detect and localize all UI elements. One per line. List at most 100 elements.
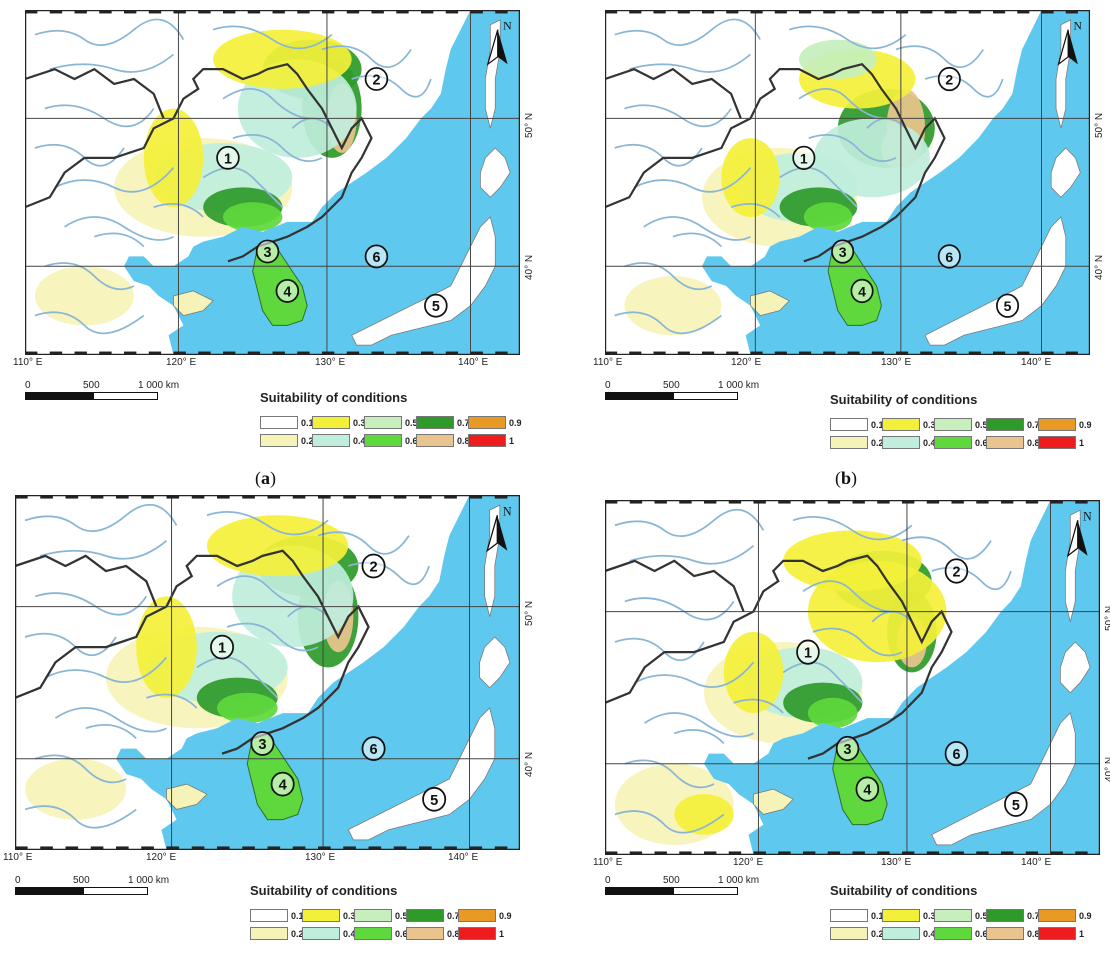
scale-label-mid: 500 — [663, 380, 680, 391]
legend-item: 0.8 — [416, 434, 470, 447]
river-line — [317, 531, 410, 555]
legend-item: 0.6 — [934, 436, 988, 449]
frame-tick — [40, 846, 53, 850]
legend-swatch — [406, 909, 444, 922]
suitability-zone — [803, 202, 853, 232]
legend-swatch-label: 0.7 — [1027, 419, 1040, 430]
frame-tick — [494, 495, 508, 499]
legend-item: 0.8 — [986, 927, 1040, 940]
frame-tick — [852, 500, 865, 504]
scale-label-mid: 500 — [663, 875, 680, 886]
frame-tick — [116, 846, 129, 850]
north-arrow-label: N — [1083, 509, 1092, 523]
legend-swatch — [934, 909, 972, 922]
river-line — [634, 661, 755, 688]
legend-item: 0.4 — [882, 927, 936, 940]
legend-swatch — [1038, 436, 1076, 449]
legend-item: 0.1 — [260, 416, 314, 429]
scale-segment-white — [673, 392, 738, 400]
longitude-label: 110° E — [3, 852, 33, 863]
legend-item: 0.7 — [986, 418, 1040, 431]
frame-tick — [920, 10, 933, 14]
frame-tick — [629, 10, 642, 14]
country-border — [605, 67, 742, 119]
frame-tick — [198, 351, 211, 355]
legend-swatch — [416, 434, 454, 447]
svg-text:6: 6 — [372, 250, 380, 266]
legend-swatch-label: 0.6 — [405, 435, 418, 446]
legend-swatch-label: 0.7 — [1027, 910, 1040, 921]
river-line — [633, 167, 752, 193]
legend-swatch — [302, 927, 340, 940]
suitability-zone — [143, 108, 204, 208]
legend-swatch-label: 0.5 — [395, 910, 408, 921]
frame-tick — [728, 851, 742, 855]
river-line — [802, 580, 893, 613]
river-line — [798, 87, 887, 120]
frame-tick — [15, 495, 28, 499]
legend-swatch-label: 0.6 — [975, 437, 988, 448]
frame-tick — [419, 846, 432, 850]
scale-label-zero: 0 — [15, 875, 21, 886]
region-marker-2: 2 — [364, 67, 389, 91]
legend-item: 1 — [1038, 927, 1084, 940]
river-line — [643, 216, 751, 241]
legend-swatch-label: 0.2 — [301, 435, 314, 446]
frame-tick — [823, 351, 836, 355]
legend-swatch — [830, 927, 868, 940]
frame-tick — [926, 500, 940, 504]
frame-tick — [247, 351, 261, 355]
frame-tick — [148, 351, 162, 355]
frame-tick — [871, 351, 884, 355]
frame-tick — [799, 351, 812, 355]
svg-text:4: 4 — [863, 783, 871, 799]
region-marker-3: 3 — [250, 731, 275, 756]
frame-tick — [976, 500, 989, 504]
map-panel-c: N 1 2 3 4 5 6 110° E 120° E 130° E 140° E 50° N 40° … — [3, 495, 535, 955]
legend-swatch — [312, 416, 350, 429]
frame-tick — [1025, 851, 1039, 855]
frame-tick — [1050, 851, 1063, 855]
river-line — [674, 729, 725, 745]
legend-swatch-label: 0.3 — [923, 419, 936, 430]
river-line — [146, 693, 198, 709]
frame-tick — [823, 10, 836, 14]
legend-swatch — [406, 927, 444, 940]
frame-tick — [173, 351, 186, 355]
longitude-label: 120° E — [731, 357, 762, 368]
svg-text:1: 1 — [218, 641, 226, 657]
latitude-label: 40° N — [1104, 757, 1110, 782]
scale-label-zero: 0 — [25, 380, 31, 391]
river-line — [629, 53, 752, 73]
scale-segment-black — [605, 887, 673, 895]
legend-swatch-label: 0.3 — [343, 910, 356, 921]
frame-tick — [750, 10, 763, 14]
longitude-label: 130° E — [881, 357, 912, 368]
map-canvas: N 1 2 3 4 5 6 — [25, 10, 520, 355]
river-line — [672, 232, 722, 248]
hokkaido-island — [479, 636, 511, 689]
hokkaido-island — [1060, 641, 1091, 694]
svg-text:3: 3 — [258, 737, 266, 753]
svg-text:1: 1 — [224, 151, 232, 167]
legend-item: 0.2 — [830, 436, 884, 449]
region-marker-4: 4 — [275, 279, 300, 303]
frame-tick — [393, 846, 407, 850]
scale-bar: 0 500 1 000 km — [15, 875, 169, 897]
suitability-zone — [721, 138, 780, 217]
map-panel-b: N 1 2 3 4 5 6 110° E 120° E 130° E 140° E 50° N 40° … — [593, 10, 1105, 490]
frame-tick — [968, 351, 981, 355]
legend-swatch-label: 1 — [1079, 437, 1085, 448]
scale-segment-black — [15, 887, 83, 895]
shandong-peninsula — [173, 290, 214, 316]
svg-text:6: 6 — [945, 250, 953, 266]
frame-tick — [654, 500, 667, 504]
japan-island — [924, 216, 1067, 346]
frame-tick — [827, 500, 841, 504]
legend-item: 0.4 — [302, 927, 356, 940]
legend-swatch-label: 0.9 — [1079, 419, 1092, 430]
north-arrow-label: N — [503, 504, 512, 518]
japan-island — [351, 216, 496, 346]
river-line — [206, 511, 329, 536]
frame-tick — [124, 10, 137, 14]
